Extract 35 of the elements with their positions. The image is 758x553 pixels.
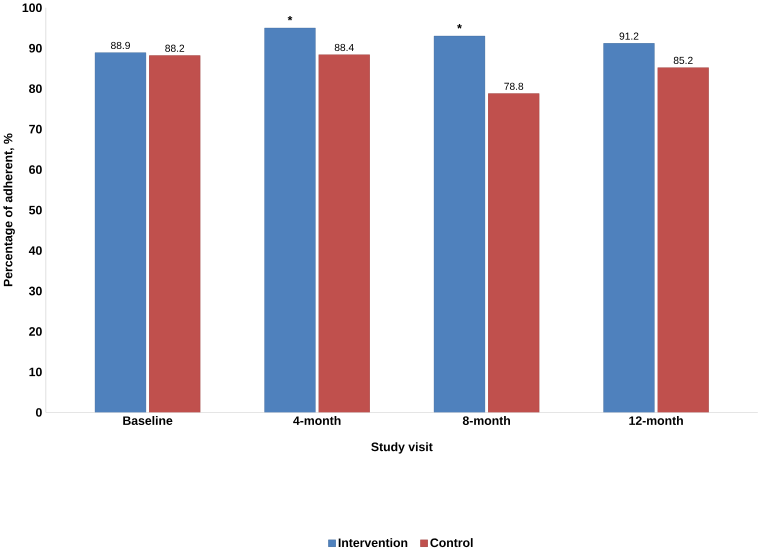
y-axis-title: Percentage of adherent, %	[3, 134, 15, 286]
legend-label: Intervention	[338, 538, 408, 548]
bar	[434, 36, 486, 413]
bar	[264, 28, 316, 413]
data-label: 88.4	[334, 44, 354, 52]
x-tick-label: 4-month	[293, 416, 340, 426]
y-tick-label: 40	[28, 246, 42, 256]
data-label: 88.2	[165, 44, 184, 52]
annotation: *	[288, 16, 292, 21]
bar	[603, 43, 655, 413]
y-tick-label: 70	[29, 125, 42, 134]
y-tick-label: 100	[22, 4, 42, 12]
y-tick-label: 30	[28, 286, 42, 296]
data-label: 85.2	[674, 57, 693, 64]
bar	[149, 55, 200, 413]
annotation: *	[457, 24, 462, 29]
data-label: 78.8	[504, 82, 524, 90]
bar	[94, 52, 146, 413]
x-tick-label: 12-month	[629, 416, 683, 426]
y-tick-label: 10	[29, 368, 42, 376]
x-tick-label: 8-month	[462, 416, 510, 426]
y-tick-label: 20	[29, 327, 42, 336]
y-tick-label: 50	[29, 206, 42, 215]
data-label: 91.2	[620, 32, 638, 40]
data-label: 88.9	[111, 42, 130, 50]
bar	[488, 94, 540, 413]
y-tick-label: 0	[36, 408, 42, 417]
x-tick-label: Baseline	[123, 416, 172, 426]
y-tick-label: 80	[29, 84, 42, 94]
y-tick-label: 60	[29, 165, 42, 174]
x-axis-title: Study visit	[371, 442, 433, 454]
legend-label: Control	[430, 538, 473, 548]
bar	[658, 68, 709, 413]
bar	[318, 54, 370, 413]
y-tick-label: 90	[29, 44, 42, 53]
